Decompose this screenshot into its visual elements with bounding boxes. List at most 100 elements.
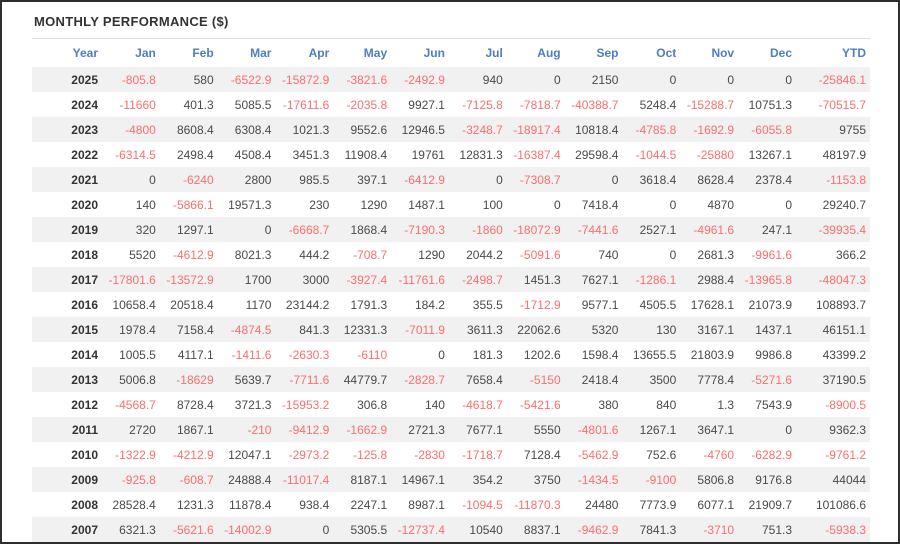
- value-cell: -4760: [703, 447, 735, 462]
- value-cell: -18629: [176, 372, 214, 387]
- value-cell: 9176.8: [755, 472, 792, 487]
- table-row-2007: 2007 6321.3 -5621.6 -14002.9 0 5305.5 -12737.4…: [32, 517, 870, 542]
- ytd-cell: 9362.3: [829, 422, 866, 437]
- value-cell: 380: [598, 397, 619, 412]
- value-cell: 24480: [585, 497, 619, 512]
- value-cell: -125.8: [353, 447, 388, 462]
- value-cell: -4618.7: [462, 397, 503, 412]
- value-cell: 8987.1: [408, 497, 445, 512]
- table-row-2019: 2019 320 1297.1 0 -6668.7 1868.4 -7190.3 -1860-…: [32, 217, 870, 242]
- ytd-cell: -1153.8: [826, 172, 866, 187]
- value-cell: 5248.4: [639, 97, 677, 112]
- value-cell: 9577.1: [581, 297, 619, 312]
- value-cell: 0: [611, 172, 619, 187]
- value-cell: -11017.4: [282, 472, 330, 487]
- value-cell: 12331.3: [343, 322, 388, 337]
- table-row-2023: 2023 -4800 8608.4 6308.4 1021.3 9552.6 12946.5…: [32, 117, 870, 142]
- value-cell: 4508.4: [234, 147, 272, 162]
- year-cell: 2024: [71, 97, 98, 112]
- value-cell: -805.8: [121, 72, 156, 87]
- value-cell: 5550: [533, 422, 561, 437]
- value-cell: 840: [656, 397, 677, 412]
- value-cell: -2828.7: [404, 372, 445, 387]
- value-cell: -18917.4: [513, 122, 561, 137]
- value-cell: 8187.1: [350, 472, 388, 487]
- year-cell: 2017: [71, 272, 98, 287]
- ytd-cell: 44044: [832, 472, 866, 487]
- value-cell: 8728.4: [176, 397, 214, 412]
- value-cell: 1451.3: [523, 272, 561, 287]
- table-row-2018: 2018 5520 -4612.9 8021.3 444.2 -708.7 1290 2044…: [32, 242, 870, 267]
- value-cell: 1791.3: [350, 297, 388, 312]
- value-cell: -15953.2: [281, 397, 330, 412]
- value-cell: 2681.3: [697, 247, 735, 262]
- ytd-cell: -25846.1: [818, 72, 866, 87]
- value-cell: -5091.6: [519, 247, 561, 262]
- year-cell: 2008: [71, 497, 98, 512]
- value-cell: -6282.9: [751, 447, 792, 462]
- value-cell: 12047.1: [228, 447, 272, 462]
- value-cell: -4785.8: [635, 122, 677, 137]
- value-cell: -6314.5: [115, 147, 156, 162]
- value-cell: -18072.9: [513, 222, 561, 237]
- value-cell: -4874.5: [230, 322, 272, 337]
- value-cell: -11761.6: [398, 272, 445, 287]
- value-cell: 0: [264, 222, 272, 237]
- ytd-cell: 37190.5: [822, 372, 866, 387]
- value-cell: 9986.8: [755, 347, 792, 362]
- value-cell: 0: [785, 422, 792, 437]
- value-cell: -2035.8: [346, 97, 388, 112]
- value-cell: 100: [482, 197, 503, 212]
- value-cell: -3710: [703, 522, 735, 537]
- value-cell: -14002.9: [224, 522, 272, 537]
- value-cell: 11908.4: [344, 147, 388, 162]
- value-cell: 11878.4: [228, 497, 272, 512]
- value-cell: -17801.6: [108, 272, 156, 287]
- value-cell: 0: [553, 72, 561, 87]
- value-cell: 7128.4: [523, 447, 561, 462]
- value-cell: 8608.4: [176, 122, 214, 137]
- value-cell: -9412.9: [288, 422, 330, 437]
- value-cell: 19571.3: [228, 197, 272, 212]
- column-header-jan: Jan: [135, 46, 156, 60]
- column-header-year: Year: [72, 46, 98, 60]
- value-cell: 1.3: [717, 397, 735, 412]
- value-cell: 2247.1: [350, 497, 388, 512]
- value-cell: -6055.8: [751, 122, 792, 137]
- value-cell: 6077.1: [697, 497, 735, 512]
- year-cell: 2023: [71, 122, 98, 137]
- value-cell: 2527.1: [639, 222, 677, 237]
- value-cell: -1094.5: [462, 497, 503, 512]
- ytd-cell: 48197.9: [822, 147, 866, 162]
- year-cell: 2013: [71, 372, 98, 387]
- value-cell: -1286.1: [635, 272, 677, 287]
- column-header-oct: Oct: [656, 46, 677, 60]
- value-cell: -7125.8: [462, 97, 503, 112]
- ytd-cell: -5938.3: [825, 522, 866, 537]
- ytd-cell: -48047.3: [818, 272, 866, 287]
- year-cell: 2019: [71, 222, 98, 237]
- value-cell: -4612.9: [172, 247, 214, 262]
- value-cell: 3451.3: [292, 147, 330, 162]
- value-cell: -2498.7: [462, 272, 503, 287]
- value-cell: 401.3: [183, 97, 214, 112]
- value-cell: 1978.4: [119, 322, 156, 337]
- value-cell: 0: [149, 172, 156, 187]
- value-cell: 7677.1: [466, 422, 503, 437]
- page-title: MONTHLY PERFORMANCE ($): [32, 12, 870, 39]
- value-cell: 3721.3: [234, 397, 272, 412]
- value-cell: 13655.5: [632, 347, 677, 362]
- value-cell: -2973.2: [288, 447, 330, 462]
- value-cell: -17611.6: [282, 97, 330, 112]
- value-cell: 1700: [244, 272, 272, 287]
- value-cell: 9927.1: [408, 97, 445, 112]
- value-cell: 0: [727, 72, 735, 87]
- value-cell: 841.3: [299, 322, 330, 337]
- column-header-sep: Sep: [596, 46, 619, 60]
- column-header-jun: Jun: [423, 46, 445, 60]
- value-cell: -6110: [357, 347, 388, 362]
- value-cell: -1718.7: [462, 447, 503, 462]
- value-cell: 4117.1: [177, 347, 214, 362]
- value-cell: 10751.3: [748, 97, 792, 112]
